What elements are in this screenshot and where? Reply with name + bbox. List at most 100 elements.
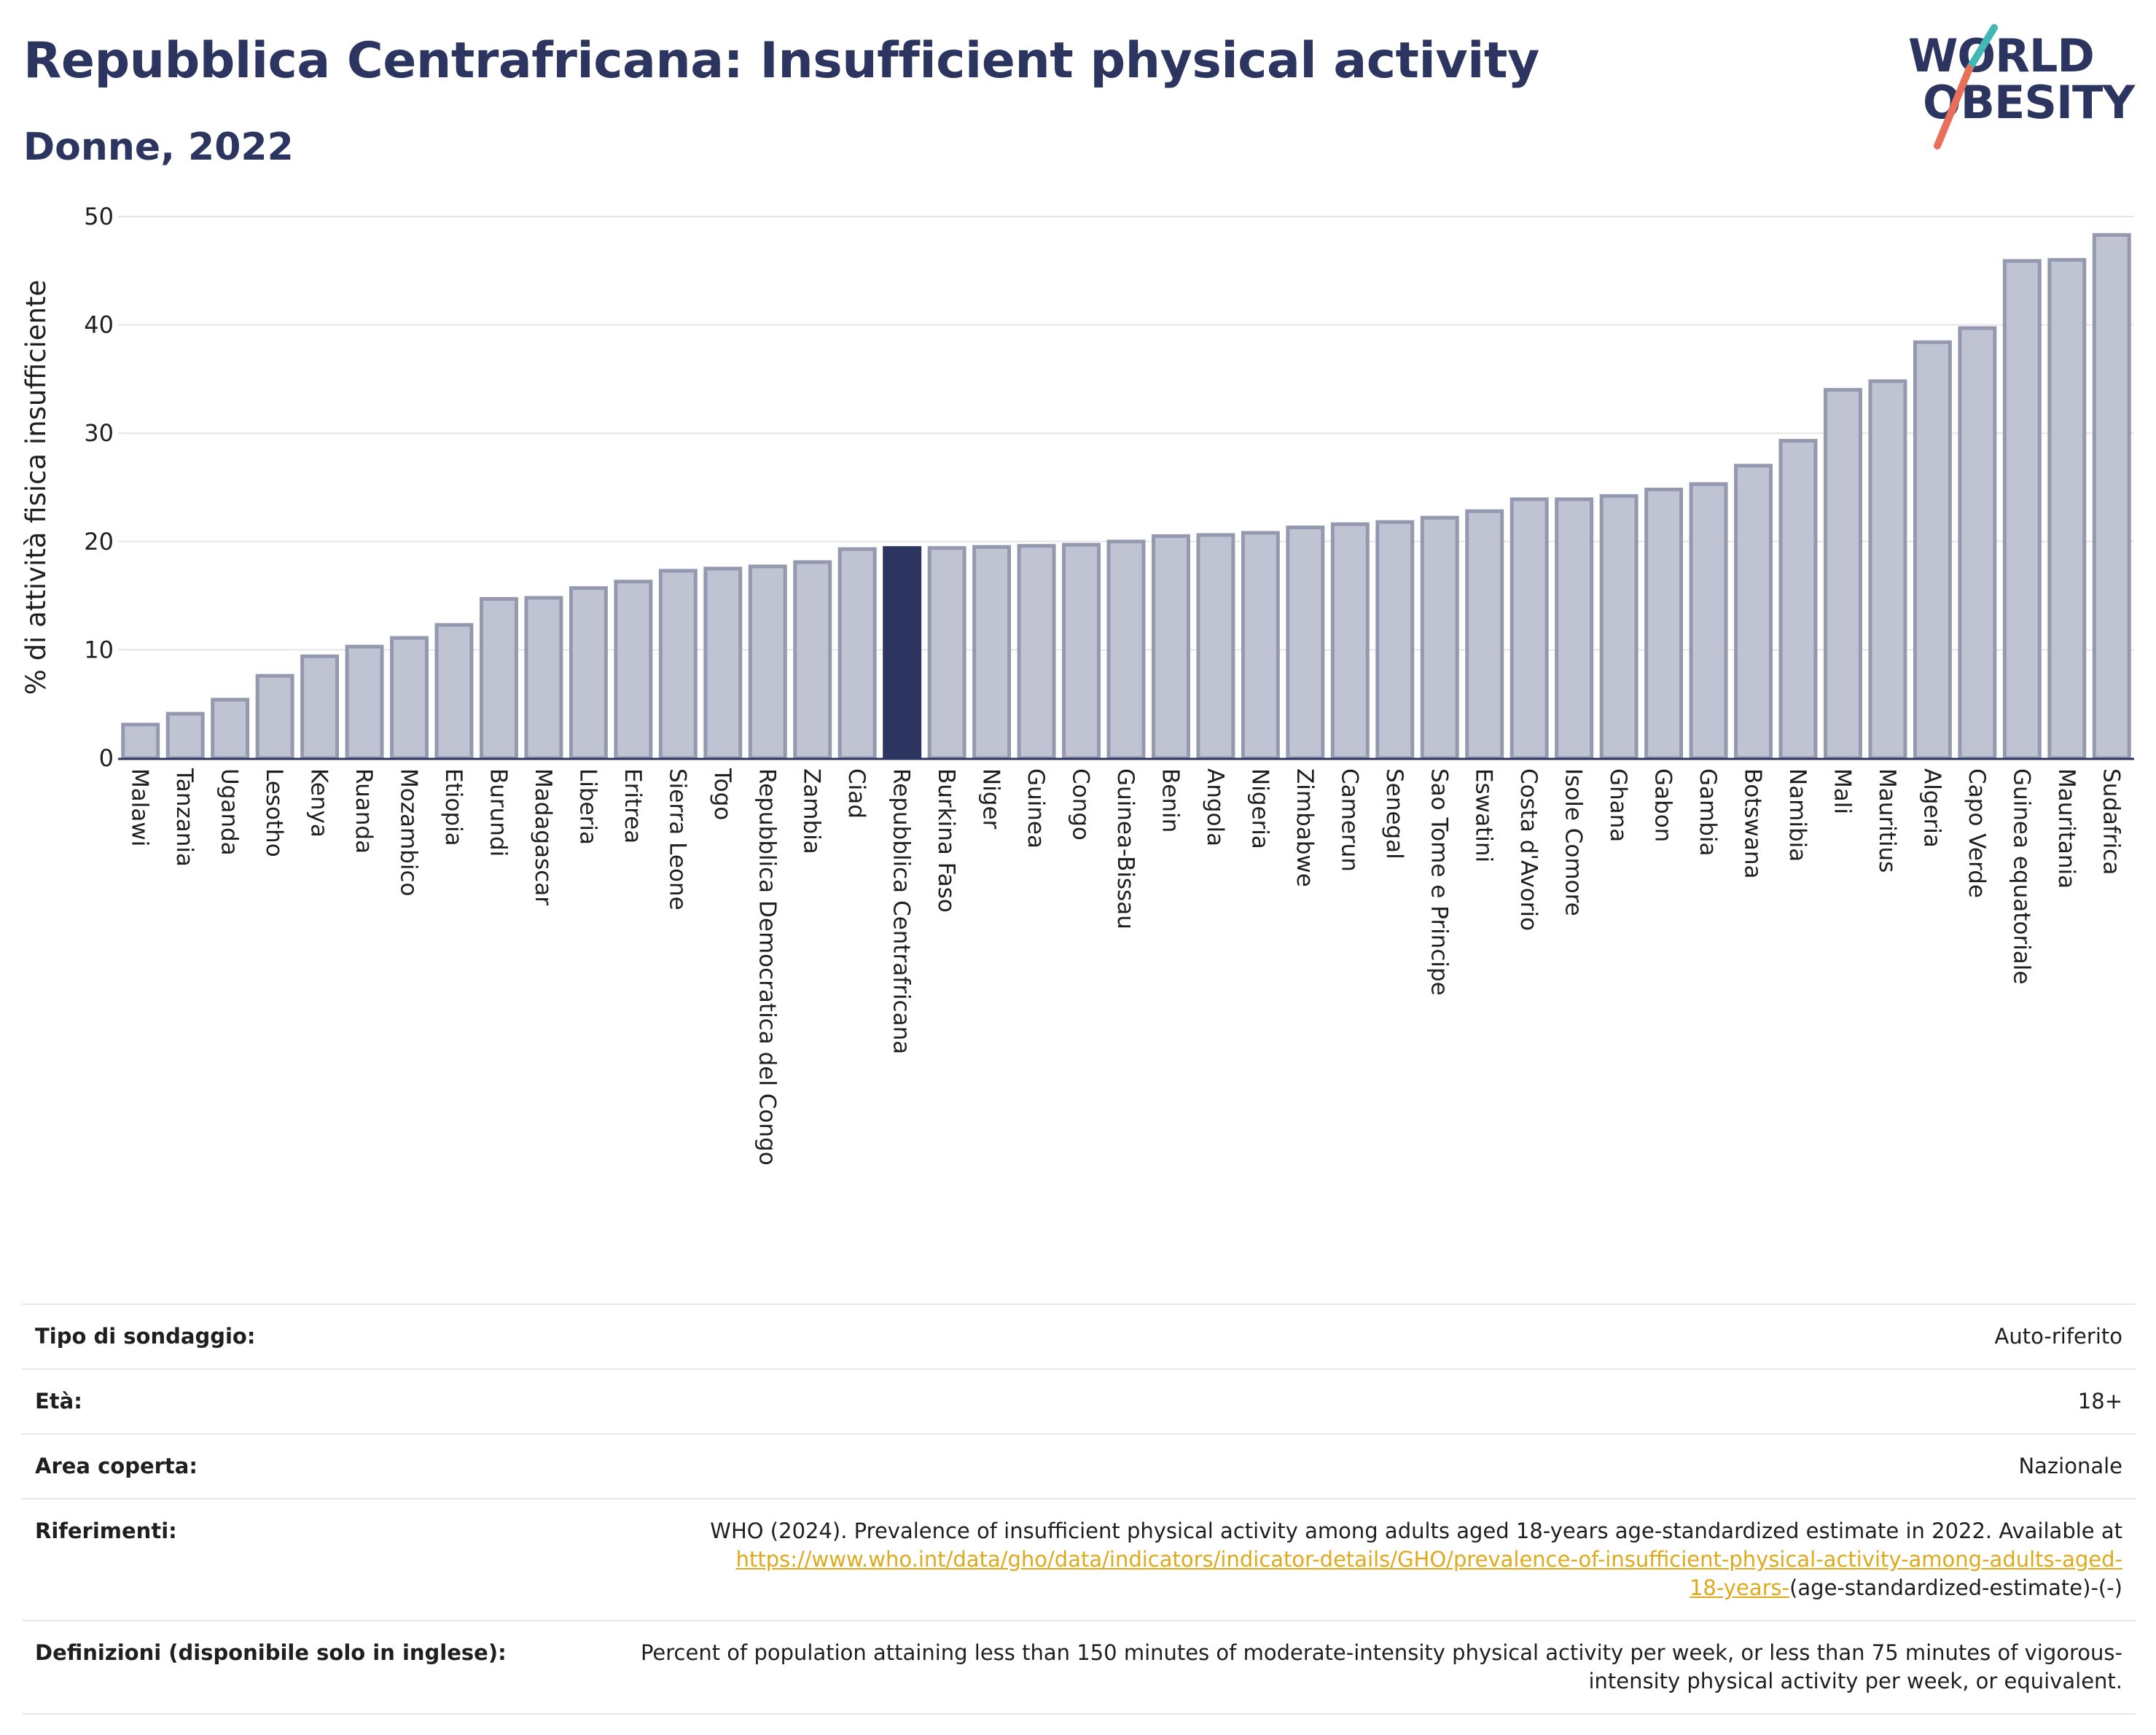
y-tick-label: 40 [84,311,114,339]
x-tick-label: Ciad [843,768,870,819]
definitions-value: Percent of population attaining less tha… [602,1620,2136,1715]
y-axis-title: % di attività fisica insufficiente [20,280,52,695]
bar [1913,340,1952,760]
bar-chart: 0 10 20 30 40 50 Malawi Tanzania Uganda Lesotho K… [20,203,2134,1166]
bar [1958,326,1997,760]
x-tick-label: Etiopia [440,768,466,846]
references-link-line2[interactable]: 18-years- [1689,1575,1790,1600]
bar [1375,520,1415,760]
survey-type-label: Tipo di sondaggio: [22,1303,602,1370]
bar [1017,544,1056,760]
x-tick-label: Congo [1068,768,1094,841]
bar [121,722,160,760]
x-tick-label: Togo [709,768,735,820]
bar [1555,497,1594,760]
x-tick-label: Burkina Faso [933,768,959,913]
references-text: WHO (2024). Prevalence of insufficient p… [710,1518,2122,1543]
x-tick-label: Malawi [127,768,153,846]
bar [255,674,294,760]
bar [569,586,608,760]
x-tick-label: Gabon [1650,768,1676,842]
chart-subtitle: Donne, 2022 [23,125,294,169]
bar [1599,494,1639,760]
x-tick-label: Madagascar [530,768,556,905]
area-label: Area coperta: [22,1433,602,1500]
y-tick-label: 50 [84,203,114,230]
y-tick-label: 30 [84,419,114,447]
bar [524,596,563,760]
bar [1689,482,1728,760]
bar [1420,515,1459,760]
bar [434,623,474,760]
x-tick-label: Botswana [1740,768,1766,879]
x-tick-label: Lesotho [261,768,287,857]
x-tick-label: Angola [1202,768,1228,846]
bar [703,566,743,760]
logo-word-world: WORLD [1908,29,2094,82]
x-tick-label: Benin [1157,768,1183,833]
bar [2092,233,2131,760]
x-tick-label: Ghana [1605,768,1631,842]
x-tick-label: Nigeria [1246,768,1273,849]
bar [972,545,1012,760]
x-tick-label: Burundi [485,768,511,857]
references-tail: (age-standardized-estimate)-(-) [1789,1575,2122,1600]
x-tick-label: Gambia [1695,768,1721,857]
y-axis-ticks: 0 10 20 30 40 50 [84,203,114,772]
info-row-age: Età: 18+ [22,1368,2136,1435]
x-tick-label: Repubblica Democratica del Congo [754,768,780,1166]
x-tick-label: Uganda [216,768,243,856]
bar [614,580,653,760]
age-value: 18+ [602,1368,2136,1435]
bar [1509,497,1549,760]
x-tick-label: Mauritius [1874,768,1900,873]
x-tick-label: Sudafrica [2098,768,2124,875]
bar [1734,464,1773,760]
bar [748,564,787,760]
bar [658,569,698,760]
logo-slash-teal-icon [1966,24,1998,72]
x-tick-label: Kenya [306,768,332,838]
x-tick-label: Camerun [1336,768,1362,872]
x-tick-label: Namibia [1784,768,1811,862]
bar [2002,259,2042,760]
x-tick-label: Isole Comore [1561,768,1587,916]
bar [793,560,832,760]
x-tick-label: Liberia [574,768,601,845]
info-row-definitions: Definizioni (disponibile solo in inglese… [22,1620,2136,1715]
logo-slash-coral-icon [1934,65,1973,149]
y-tick-label: 0 [99,744,114,772]
x-tick-label: Tanzania [171,768,198,867]
bar [2047,257,2087,760]
bar [300,654,340,760]
x-tick-label: Repubblica Centrafricana [888,768,915,1054]
survey-type-value: Auto-riferito [602,1303,2136,1370]
x-tick-label: Guinea [1023,768,1049,849]
area-value: Nazionale [602,1433,2136,1500]
bar [1868,379,1907,760]
bar [1644,487,1684,760]
x-tick-label: Algeria [1918,768,1945,848]
bar [165,711,205,760]
x-tick-label: Senegal [1381,768,1407,859]
y-tick-label: 10 [84,636,114,663]
references-label: Riferimenti: [22,1498,602,1621]
bar [211,698,250,760]
x-tick-label: Niger [978,768,1004,830]
bar [1106,539,1146,760]
bar [927,546,966,760]
x-tick-label: Capo Verde [1964,768,1990,898]
x-tick-label: Guinea-Bissau [1112,768,1138,929]
x-tick-label: Mozambico [396,768,422,896]
x-axis-labels: Malawi Tanzania Uganda Lesotho Kenya Ruanda Mo… [127,768,2125,1166]
info-row-area: Area coperta: Nazionale [22,1433,2136,1500]
bars [121,233,2131,760]
bar [1465,509,1504,760]
x-tick-label: Mauritania [2053,768,2079,889]
x-tick-label: Zimbabwe [1292,768,1318,887]
references-link-line1[interactable]: https://www.who.int/data/gho/data/indica… [735,1547,2122,1572]
y-tick-label: 20 [84,528,114,555]
x-tick-label: Zambia [799,768,825,854]
bar-highlighted [883,546,922,760]
bar [1286,525,1325,760]
